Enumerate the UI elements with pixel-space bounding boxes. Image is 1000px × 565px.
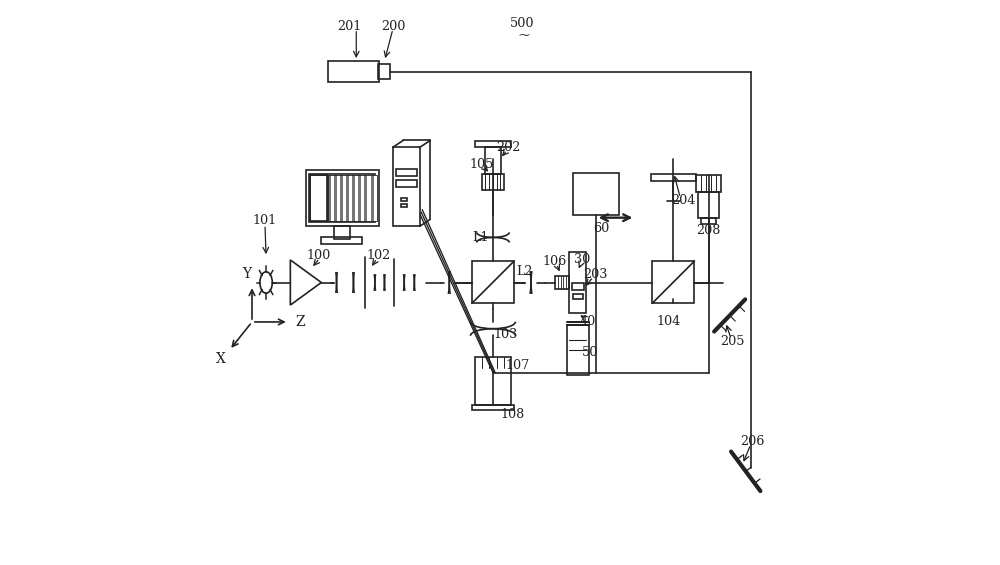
Bar <box>567 325 589 376</box>
Text: 200: 200 <box>381 20 405 33</box>
Bar <box>355 175 358 220</box>
Bar <box>374 175 377 220</box>
Bar <box>378 64 390 79</box>
Bar <box>346 175 349 220</box>
Text: L2: L2 <box>516 265 532 278</box>
Bar <box>572 283 584 290</box>
Text: 50: 50 <box>582 346 598 359</box>
Bar <box>573 172 619 215</box>
Text: 201: 201 <box>337 20 361 33</box>
Bar <box>698 192 719 218</box>
Text: 104: 104 <box>657 315 681 328</box>
Text: 202: 202 <box>496 141 521 154</box>
Bar <box>340 175 343 220</box>
Text: 107: 107 <box>506 359 530 372</box>
Bar <box>396 180 417 186</box>
Text: Z: Z <box>295 315 305 329</box>
Bar <box>396 169 417 176</box>
Text: 30: 30 <box>574 254 590 267</box>
Bar <box>472 261 514 303</box>
Bar <box>696 175 721 192</box>
Bar <box>334 175 337 220</box>
Text: 206: 206 <box>740 435 764 448</box>
Text: ~: ~ <box>517 26 530 43</box>
Bar <box>485 147 501 173</box>
Bar <box>337 175 340 220</box>
Bar <box>328 175 331 220</box>
Bar <box>331 175 334 220</box>
Bar <box>328 61 379 82</box>
Bar <box>352 175 355 220</box>
Bar <box>321 237 362 244</box>
Bar <box>401 198 407 201</box>
Bar <box>555 276 569 289</box>
Bar <box>475 141 511 147</box>
Bar <box>573 294 583 299</box>
Bar <box>371 175 374 220</box>
Text: Y: Y <box>242 267 251 281</box>
Bar <box>701 218 716 224</box>
Bar <box>364 175 367 220</box>
Text: 60: 60 <box>593 223 610 236</box>
Text: 208: 208 <box>696 224 721 237</box>
Bar <box>306 170 379 226</box>
Text: 105: 105 <box>469 158 494 171</box>
Bar <box>334 226 350 238</box>
Bar <box>475 357 511 405</box>
Text: 101: 101 <box>253 214 277 227</box>
Bar <box>361 175 364 220</box>
Text: 108: 108 <box>501 408 525 421</box>
Text: X: X <box>216 351 226 366</box>
Bar <box>309 174 375 221</box>
Bar <box>401 204 407 207</box>
Bar <box>393 147 420 226</box>
Bar <box>349 175 352 220</box>
Bar <box>343 175 346 220</box>
Text: 205: 205 <box>720 335 744 348</box>
Bar <box>328 175 377 220</box>
Text: 500: 500 <box>510 17 535 30</box>
Bar <box>310 175 327 220</box>
Text: 106: 106 <box>543 255 567 268</box>
Bar <box>651 173 696 181</box>
Bar <box>569 251 586 314</box>
Bar <box>472 405 514 410</box>
Bar <box>358 175 361 220</box>
Text: 203: 203 <box>584 268 608 281</box>
Text: 40: 40 <box>579 315 595 328</box>
Bar <box>482 173 504 189</box>
Text: 100: 100 <box>306 249 331 262</box>
Text: 102: 102 <box>367 249 391 262</box>
Text: 204: 204 <box>671 194 695 207</box>
Bar <box>652 261 694 303</box>
Bar <box>367 175 371 220</box>
Text: 103: 103 <box>494 328 518 341</box>
Bar <box>310 175 327 220</box>
Text: L1: L1 <box>472 231 488 244</box>
